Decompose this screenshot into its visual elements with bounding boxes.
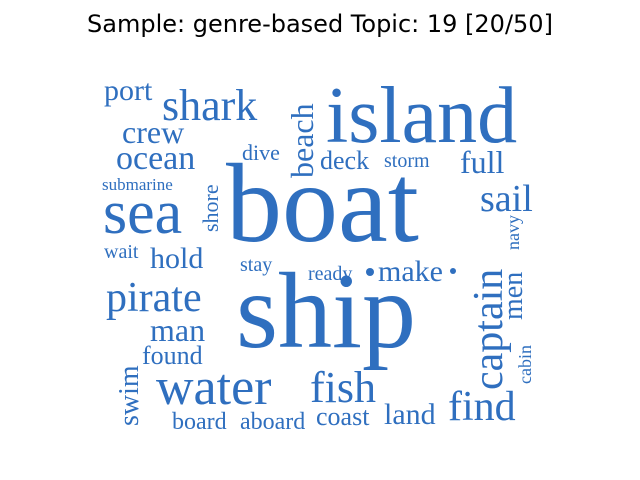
word-man: man [150, 312, 206, 348]
word-beach: beach [284, 103, 320, 178]
word-full: full [460, 144, 505, 180]
word-wait: wait [104, 241, 139, 263]
word-crew: crew [122, 114, 185, 150]
word-sea: sea [103, 179, 183, 247]
word-ship: ship [236, 252, 417, 371]
word-land: land [384, 398, 436, 431]
word-aboard: aboard [240, 409, 306, 435]
word-men: men [498, 271, 529, 320]
word-port: port [104, 74, 153, 107]
word-water: water [156, 359, 272, 416]
word-make: make [378, 255, 443, 288]
word-dive: dive [242, 140, 280, 165]
word-ready: ready [308, 263, 353, 285]
separator-dot [450, 268, 456, 274]
word-boat: boat [226, 142, 419, 266]
word-sail: sail [480, 178, 533, 220]
word-shore: shore [198, 184, 223, 232]
word-swim: swim [114, 365, 145, 426]
separator-dot [366, 268, 374, 276]
word-ocean: ocean [116, 140, 196, 177]
word-fish: fish [310, 363, 376, 412]
chart-title: Sample: genre-based Topic: 19 [20/50] [87, 10, 553, 38]
word-pirate: pirate [106, 275, 202, 321]
word-hold: hold [150, 242, 204, 275]
word-island: island [326, 72, 518, 160]
word-cabin: cabin [515, 345, 535, 384]
word-submarine: submarine [102, 175, 173, 194]
word-board: board [172, 409, 227, 435]
word-stay: stay [240, 254, 273, 276]
word-deck: deck [320, 146, 370, 175]
word-shark: shark [162, 81, 258, 130]
word-find: find [448, 384, 516, 430]
word-storm: storm [384, 150, 430, 172]
word-navy: navy [503, 215, 523, 250]
word-found: found [142, 341, 203, 370]
word-coast: coast [316, 402, 370, 431]
